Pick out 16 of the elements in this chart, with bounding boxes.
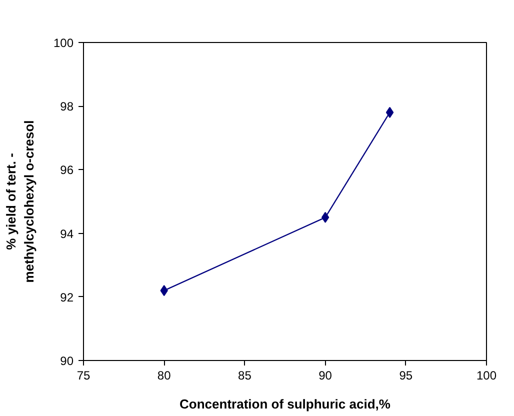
y-tick-label: 100 [53,36,74,50]
x-tick-label: 75 [76,368,90,382]
y-tick-label: 94 [60,226,74,241]
y-axis-title: % yield of tert. - methylcyclohexyl o-cresol [3,120,36,283]
x-axis-title: Concentration of sulphuric acid,% [180,396,391,412]
x-tick-label: 100 [476,368,497,382]
x-tick-label: 95 [399,368,413,382]
x-tick-label: 90 [318,368,332,382]
y-tick-label: 92 [60,290,74,304]
x-tick-label: 85 [238,368,252,382]
point [386,106,394,118]
y-tick-label: 96 [60,163,74,178]
y-tick-label: 90 [60,354,74,368]
x-tick-label: 80 [157,368,172,382]
y-tick-label: 98 [60,100,74,114]
point [321,212,330,223]
